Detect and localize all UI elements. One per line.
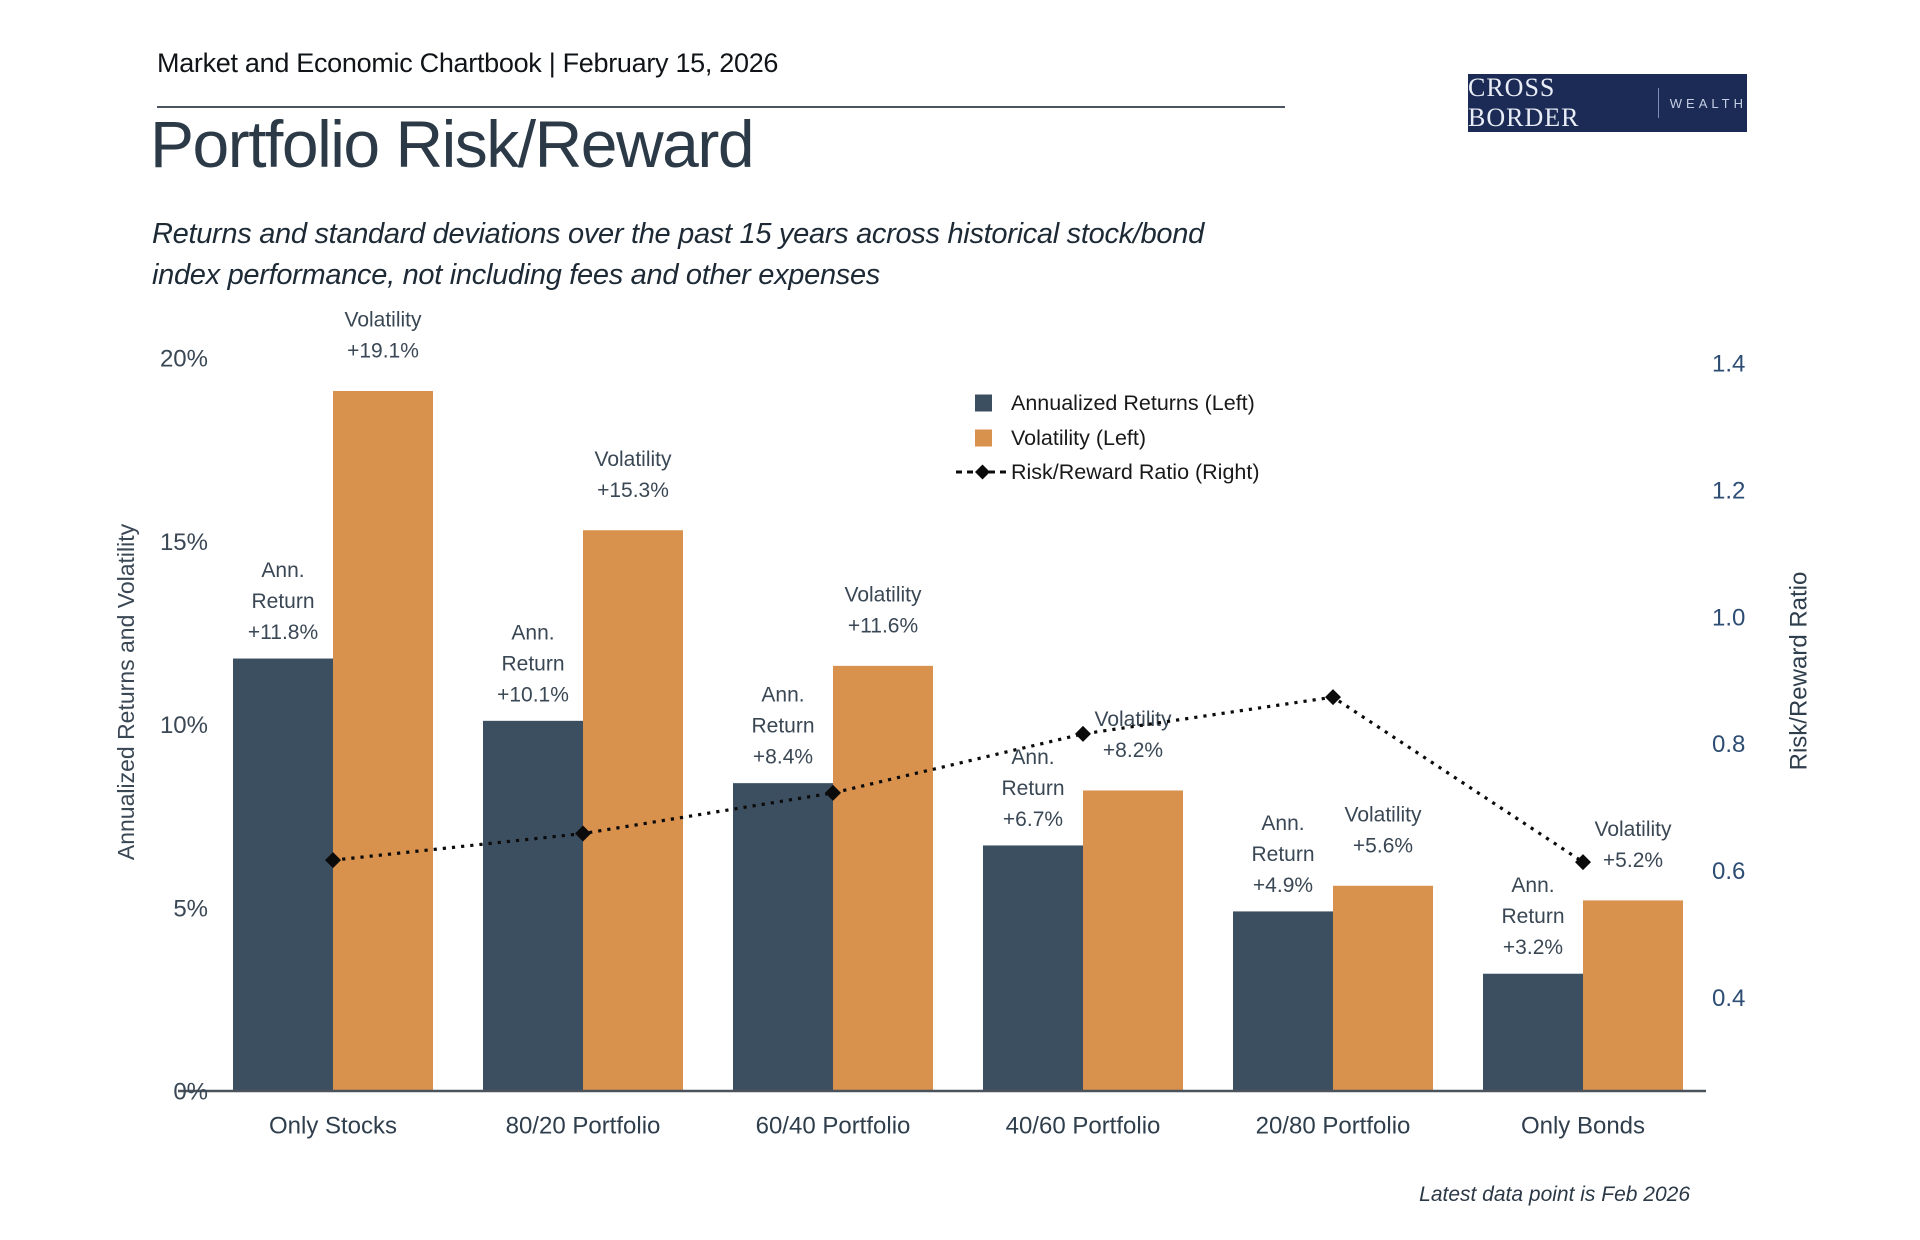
bar-volatility [333,390,433,1091]
x-axis-label: 80/20 Portfolio [506,1113,661,1140]
subtitle-line: Returns and standard deviations over the… [152,218,1204,250]
return-bar-label: Return [751,715,814,738]
bar-volatility [583,530,683,1091]
risk-reward-marker [1325,689,1341,706]
brand-logo: CROSS BORDER WEALTH [1468,73,1747,132]
return-bar-label: Return [1251,843,1314,866]
right-axis-title: Risk/Reward Ratio [1786,572,1813,771]
return-bar-label: Ann. [761,684,804,707]
left-axis-tick-label: 15% [160,529,208,556]
x-axis-label: 20/80 Portfolio [1256,1113,1411,1140]
subtitle-line: index performance, not including fees an… [152,259,881,291]
bar-volatility [1083,790,1183,1091]
bar-annualized-return [483,720,583,1091]
bar-annualized-return [1483,973,1583,1091]
volatility-bar-label: +19.1% [347,339,419,362]
risk-reward-marker [325,852,341,869]
return-bar-label: +10.1% [497,683,569,706]
volatility-bar-label: Volatility [844,583,922,606]
bar-annualized-return [733,783,833,1091]
right-axis-tick-label: 0.6 [1712,858,1745,885]
return-bar-label: Ann. [1011,746,1054,769]
x-axis-label: Only Stocks [269,1113,397,1140]
bar-volatility [1333,885,1433,1091]
return-bar-label: Return [251,590,314,613]
legend-label: Volatility (Left) [1011,426,1146,450]
volatility-bar-label: +15.3% [597,479,669,502]
return-bar-label: +4.9% [1253,874,1313,897]
legend-label: Annualized Returns (Left) [1011,391,1255,415]
bar-annualized-return [983,845,1083,1091]
return-bar-label: Return [501,652,564,675]
right-axis-tick-label: 1.4 [1712,351,1745,378]
volatility-bar-label: +5.6% [1353,834,1413,857]
risk-reward-marker [575,825,591,842]
risk-reward-marker [825,784,841,801]
risk-reward-marker [1075,725,1091,742]
return-bar-label: +3.2% [1503,936,1563,959]
volatility-bar-label: +8.2% [1103,739,1163,762]
return-bar-label: +11.8% [248,621,318,644]
header-rule [157,106,1285,108]
return-bar-label: +6.7% [1003,808,1063,831]
return-bar-label: Return [1001,777,1064,800]
x-axis-label: 60/40 Portfolio [756,1113,911,1140]
bar-annualized-return [1233,911,1333,1091]
logo-divider [1657,88,1659,118]
x-axis-label: Only Bonds [1521,1113,1645,1140]
volatility-bar-label: Volatility [1344,803,1422,826]
header-title: Market and Economic Chartbook | February… [157,48,779,78]
risk-reward-marker [1575,854,1591,871]
right-axis-tick-label: 1.0 [1712,604,1745,631]
x-axis-label: 40/60 Portfolio [1006,1113,1161,1140]
return-bar-label: Return [1501,905,1564,928]
left-axis-tick-label: 10% [160,712,208,739]
legend-diamond-icon [975,464,990,480]
legend-swatch-volatility [975,429,992,447]
return-bar-label: Ann. [261,559,304,582]
footnote: Latest data point is Feb 2026 [1419,1183,1690,1206]
bar-volatility [833,665,933,1091]
return-bar-label: Ann. [1511,874,1554,897]
volatility-bar-label: Volatility [1594,818,1672,841]
volatility-bar-label: Volatility [344,308,422,331]
left-axis-tick-label: 0% [173,1079,208,1106]
left-axis-title: Annualized Returns and Volatility [113,523,139,860]
logo-secondary-text: WEALTH [1669,95,1747,111]
volatility-bar-label: Volatility [594,448,672,471]
left-axis-tick-label: 5% [173,895,208,922]
legend-label: Risk/Reward Ratio (Right) [1011,460,1260,484]
right-axis-tick-label: 1.2 [1712,477,1745,504]
volatility-bar-label: Volatility [1094,708,1172,731]
right-axis-tick-label: 0.8 [1712,731,1745,758]
logo-primary-text: CROSS BORDER [1468,73,1580,132]
return-bar-label: Ann. [511,621,554,644]
legend-swatch-returns [975,394,992,412]
bar-annualized-return [233,658,333,1091]
volatility-bar-label: +5.2% [1603,849,1663,872]
page-subtitle: Returns and standard deviations over the… [152,214,1204,296]
bar-volatility [1583,900,1683,1091]
page-title: Portfolio Risk/Reward [150,107,755,181]
left-axis-tick-label: 20% [160,346,208,373]
right-axis-tick-label: 0.4 [1712,985,1745,1012]
return-bar-label: +8.4% [753,746,813,769]
return-bar-label: Ann. [1261,812,1304,835]
volatility-bar-label: +11.6% [848,614,918,637]
